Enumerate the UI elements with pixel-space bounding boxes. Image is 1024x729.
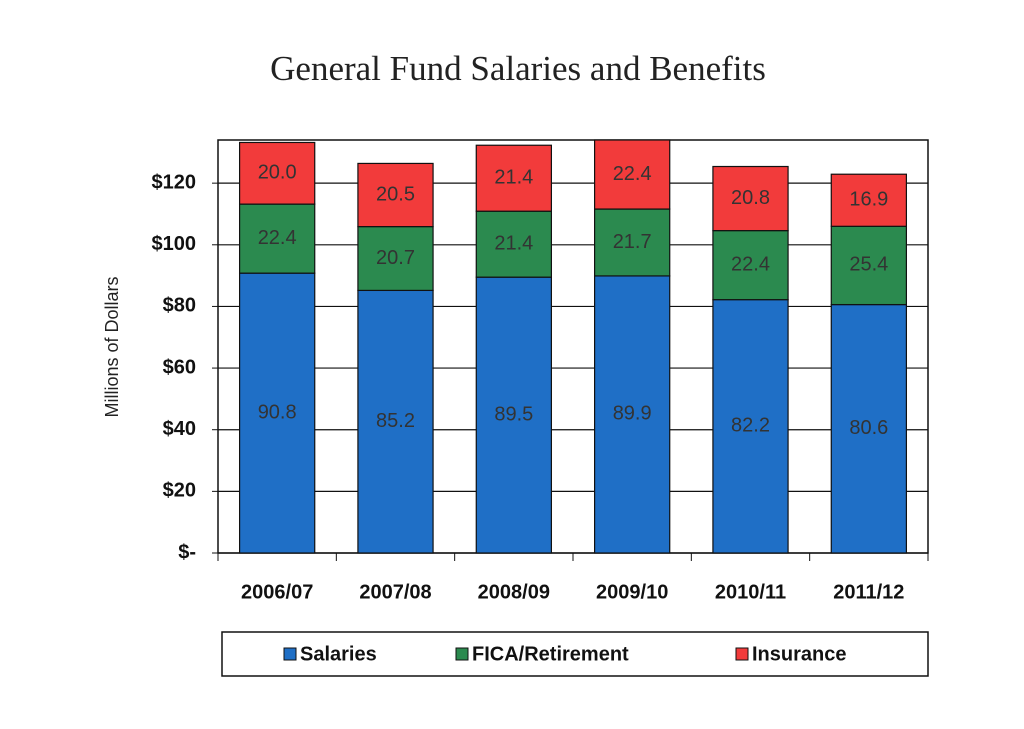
data-label: 89.5 [494,403,533,425]
data-label: 82.2 [731,415,770,437]
data-label: 21.4 [494,166,533,188]
bar-segment [712,165,789,232]
data-label: 25.4 [849,254,888,276]
bar-segment [357,289,434,554]
data-label: 16.9 [849,189,888,211]
legend-swatch [455,647,469,661]
x-tick-label: 2010/11 [715,581,786,603]
bar-segment [475,210,553,278]
legend-swatch [735,647,749,661]
y-tick-label: $20 [163,480,196,502]
data-label: 20.7 [376,247,415,269]
bar-segment [475,144,553,212]
data-label: 20.8 [731,187,770,209]
data-label: 20.5 [376,183,415,205]
bar-segment [593,208,671,277]
data-label: 21.7 [613,231,652,253]
bar-segment [475,276,553,554]
legend-swatch [283,647,297,661]
bar-segment [830,303,908,554]
x-tick-label: 2008/09 [478,581,550,603]
bar-segment [712,230,789,301]
legend-box [221,631,929,677]
bar-segment [830,225,908,306]
bar-segment [830,173,908,227]
data-label: 80.6 [849,417,888,439]
data-label: 22.4 [258,227,297,249]
data-label: 89.9 [613,403,652,425]
x-tick-label: 2006/07 [241,581,313,603]
chart-title: General Fund Salaries and Benefits [270,49,766,88]
x-tick-label: 2007/08 [359,581,431,603]
x-tick-label: 2011/12 [833,581,904,603]
bar-segment [593,139,671,210]
legend-label: FICA/Retirement [472,643,629,665]
bar-segment [593,275,671,554]
y-tick-label: $40 [163,418,196,440]
bar-segment [712,299,789,554]
y-tick-label: $- [178,541,196,563]
bar-segment [238,203,316,274]
x-tick-label: 2009/10 [596,581,668,603]
bar-segment [357,162,434,228]
data-label: 22.4 [613,163,652,185]
legend-label: Salaries [300,643,377,665]
data-label: 21.4 [494,232,533,254]
bar-segment [238,272,316,554]
data-label: 90.8 [258,401,297,423]
y-axis-label: Millions of Dollars [102,276,122,417]
data-label: 22.4 [731,253,770,275]
bar-segment [238,141,316,205]
data-label: 85.2 [376,410,415,432]
y-tick-label: $100 [152,233,197,255]
data-label: 20.0 [258,162,297,184]
y-tick-label: $120 [152,171,197,193]
y-tick-label: $60 [163,356,196,378]
y-tick-label: $80 [163,295,196,317]
legend-label: Insurance [752,643,846,665]
